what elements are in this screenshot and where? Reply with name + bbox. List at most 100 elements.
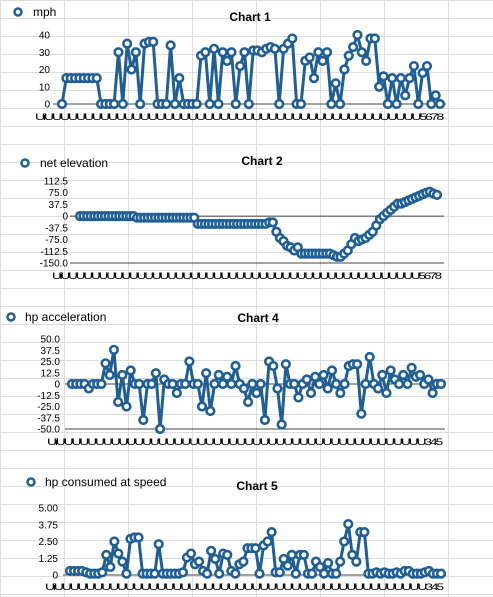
data-point: [361, 55, 372, 66]
data-point: [276, 419, 287, 430]
data-point: [255, 378, 266, 390]
data-point: [109, 536, 120, 547]
data-point: [121, 401, 132, 412]
data-point: [230, 98, 241, 110]
data-point: [423, 374, 434, 385]
data-point: [282, 560, 293, 571]
data-point: [171, 387, 182, 399]
data-point: [235, 60, 246, 72]
data-point: [427, 387, 438, 399]
data-point: [387, 73, 398, 84]
data-point: [339, 378, 350, 390]
data-point: [180, 378, 191, 390]
data-point: [373, 383, 384, 394]
data-point: [330, 78, 341, 89]
data-point: [238, 556, 249, 567]
data-point: [266, 527, 277, 538]
data-point: [322, 557, 334, 569]
data-point: [226, 378, 237, 390]
legend-marker: [13, 7, 23, 17]
data-point: [274, 98, 285, 110]
data-point: [431, 189, 443, 201]
data-point: [435, 568, 447, 579]
data-point: [286, 549, 297, 560]
data-point: [251, 387, 262, 399]
y-tick-label: 37.5: [49, 200, 69, 211]
data-point: [125, 365, 136, 376]
data-point: [247, 378, 258, 390]
data-point: [414, 369, 426, 381]
data-point: [213, 369, 224, 381]
chart-1: Chart 1 mph 0 10 20 30 40 UiUUUUUUUUUUUUUUUUUUU…: [0, 0, 493, 140]
data-point: [100, 358, 111, 369]
y-tick-label: 0: [52, 571, 58, 582]
data-point: [259, 414, 270, 426]
data-point: [97, 567, 108, 578]
y-tick-label: 20: [39, 65, 51, 76]
data-point: [243, 396, 254, 408]
data-point: [417, 67, 428, 79]
data-point: [210, 553, 221, 565]
chart-5-svg: Chart 5 hp consumed at speed 0 1.25 2.50 3.75…: [26, 475, 447, 592]
data-point: [133, 378, 145, 390]
data-point: [381, 387, 392, 399]
data-point: [393, 378, 405, 390]
data-point: [321, 47, 333, 58]
data-point: [201, 368, 212, 379]
data-point: [126, 64, 137, 75]
data-point: [421, 60, 433, 72]
data-point: [91, 73, 102, 84]
data-point: [334, 98, 346, 110]
y-tick-label: 40: [39, 31, 51, 42]
data-point: [130, 47, 141, 58]
data-point: [304, 52, 315, 63]
data-point: [204, 98, 215, 110]
data-point: [109, 98, 120, 110]
data-point: [146, 378, 157, 390]
data-point: [318, 568, 330, 579]
data-point: [356, 408, 367, 419]
data-point: [149, 568, 160, 579]
data-point: [135, 98, 146, 110]
data-point: [274, 567, 285, 578]
y-tick-label: -150.0: [40, 259, 69, 270]
data-point: [56, 98, 68, 110]
y-tick-label: -75.0: [45, 235, 68, 246]
legend-label: hp consumed at speed: [45, 475, 166, 489]
legend-label: hp acceleration: [25, 310, 106, 324]
data-point: [326, 98, 337, 110]
data-point: [177, 567, 189, 578]
data-point: [165, 40, 176, 51]
data-point: [269, 43, 280, 54]
data-point: [96, 378, 107, 390]
data-point: [289, 378, 300, 390]
data-point: [113, 548, 124, 559]
data-point: [250, 543, 261, 554]
y-tick-label: 10: [39, 82, 51, 93]
chart-title: Chart 5: [236, 479, 278, 493]
chart-4-svg: Chart 4 hp acceleration -50.0-37.5-25.0-12…: [6, 310, 447, 447]
data-point: [395, 73, 406, 84]
data-point: [343, 50, 354, 61]
data-point: [196, 401, 208, 412]
y-tick-label: -112.5: [40, 247, 68, 258]
x-axis-labels: UiUUUUUUUUUUUUUUUUUUUUUUUUUUUUUUUUUUUUUU…: [45, 582, 444, 592]
y-tick-label: 37.5: [41, 346, 61, 357]
y-tick-label: 50.0: [41, 335, 61, 346]
y-tick-label: 0: [44, 100, 50, 111]
data-point: [117, 556, 128, 567]
data-point: [230, 568, 241, 579]
legend-marker: [6, 312, 16, 322]
data-point: [243, 98, 254, 110]
data-point: [122, 38, 133, 49]
data-point: [402, 378, 413, 390]
x-axis-labels: UiUUUUUUUUUUUUUUUUUUUUUUUUUUUUUUUUUUUUUU…: [52, 271, 442, 281]
data-point: [317, 55, 328, 66]
data-point: [214, 568, 225, 579]
data-point: [238, 383, 250, 394]
data-point: [287, 33, 298, 44]
data-point: [222, 55, 233, 66]
data-point: [138, 414, 149, 426]
data-point: [209, 378, 220, 390]
y-tick-label: 75.0: [49, 188, 69, 199]
